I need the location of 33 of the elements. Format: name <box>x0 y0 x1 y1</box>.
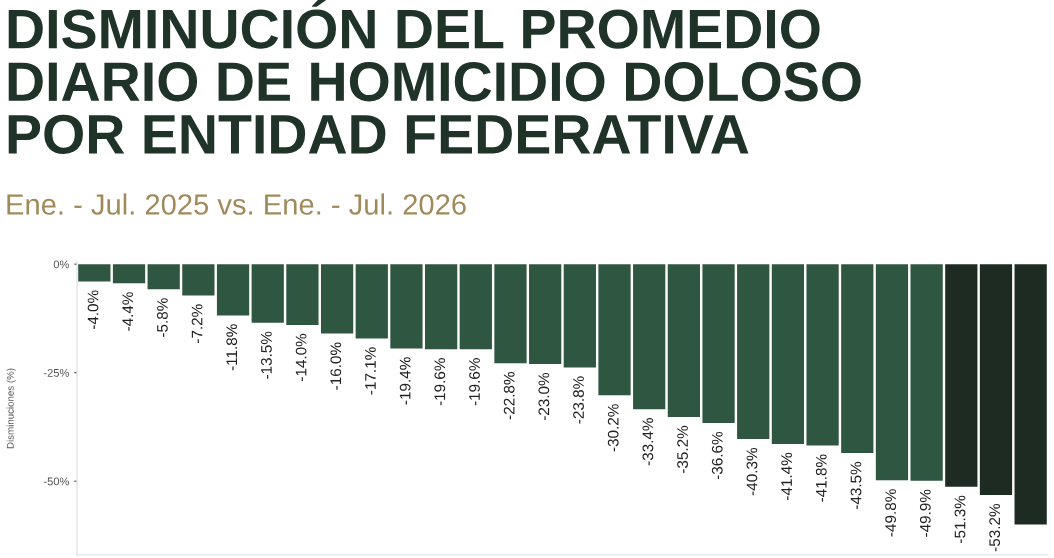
data-label: -22.8% <box>503 372 515 420</box>
y-tick-label: 0% <box>53 260 69 269</box>
data-label: -4.4% <box>122 292 134 331</box>
data-label: -51.3% <box>954 495 966 543</box>
data-label: -49.8% <box>885 489 897 537</box>
data-label: -19.6% <box>434 358 446 406</box>
y-axis-title: Disminuciones (%) <box>6 368 16 449</box>
data-label: -19.4% <box>399 357 411 405</box>
data-label: -14.0% <box>295 333 307 381</box>
data-label: -40.3% <box>746 447 758 496</box>
data-label: -16.0% <box>330 342 342 390</box>
data-label: -35.2% <box>677 425 688 474</box>
data-label: -11.8% <box>226 324 238 371</box>
data-label: -43.5% <box>850 461 862 510</box>
data-label: -7.2% <box>191 304 203 343</box>
y-tick-label: -25% <box>43 368 69 377</box>
data-label: -17.1% <box>365 347 376 395</box>
data-label: -23.0% <box>538 372 550 421</box>
data-label: -41.8% <box>815 454 827 502</box>
chart-title: DISMINUCIÓN DEL PROMEDIO DIARIO DE HOMICIDIO DOLOSO POR ENTIDAD FEDERATIVA <box>8 0 861 154</box>
data-label: -19.6% <box>469 358 480 406</box>
data-label: -49.9% <box>919 489 931 537</box>
data-label: -33.4% <box>642 418 654 466</box>
data-label: -53.2% <box>989 503 1001 552</box>
data-label: -13.5% <box>261 331 272 379</box>
y-tick-label: -50% <box>43 477 69 486</box>
data-label: -41.4% <box>781 452 792 500</box>
data-label: -4.0% <box>87 290 99 330</box>
data-label: -36.6% <box>711 431 723 480</box>
data-label: -30.2% <box>607 404 619 452</box>
data-label: -23.8% <box>573 376 584 424</box>
chart-subtitle: Ene. - Jul. 2025 vs. Ene. - Jul. 2026 <box>7 193 466 215</box>
data-label: -5.8% <box>156 298 168 337</box>
